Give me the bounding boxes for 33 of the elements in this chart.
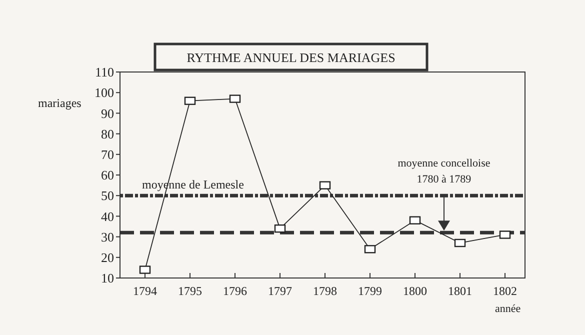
y-tick-label: 40 (101, 208, 114, 224)
point (319, 181, 331, 190)
ref-line-label: moyenne concelloise 1780 à 1789 (398, 158, 490, 186)
point (139, 266, 151, 274)
y-tick-label: 20 (101, 250, 114, 265)
point (364, 245, 376, 254)
x-tick-label: 1800 (403, 284, 427, 298)
y-tick-label: 50 (101, 188, 114, 204)
y-axis-title: mariages (38, 96, 82, 110)
x-axis-title: année (495, 303, 521, 315)
point (499, 230, 511, 239)
y-tick-label: 80 (101, 126, 114, 142)
point (409, 216, 421, 224)
x-tick-label: 1794 (133, 284, 157, 298)
x-tick-label: 1797 (268, 284, 292, 298)
x-tick-label: 1798 (313, 284, 337, 298)
x-tick-label: 1799 (358, 284, 382, 298)
x-tick-label: 1795 (178, 284, 202, 298)
x-tick-label: 1796 (223, 284, 247, 298)
y-tick-label: 90 (101, 106, 114, 121)
x-tick-label: 1801 (448, 284, 472, 298)
y-tick-label: 10 (101, 270, 114, 286)
y-tick-label: 30 (101, 229, 114, 244)
x-tick-label: 1802 (493, 284, 517, 298)
y-tick-label: 110 (94, 64, 114, 80)
y-tick-label: 60 (101, 168, 114, 183)
y-tick-label: 70 (101, 146, 114, 162)
point (454, 238, 466, 248)
point (229, 94, 241, 103)
y-tick-label: 100 (94, 85, 114, 100)
chart-title: RYTHME ANNUEL DES MARIAGES (186, 50, 396, 65)
point (184, 96, 196, 105)
point (274, 224, 286, 233)
